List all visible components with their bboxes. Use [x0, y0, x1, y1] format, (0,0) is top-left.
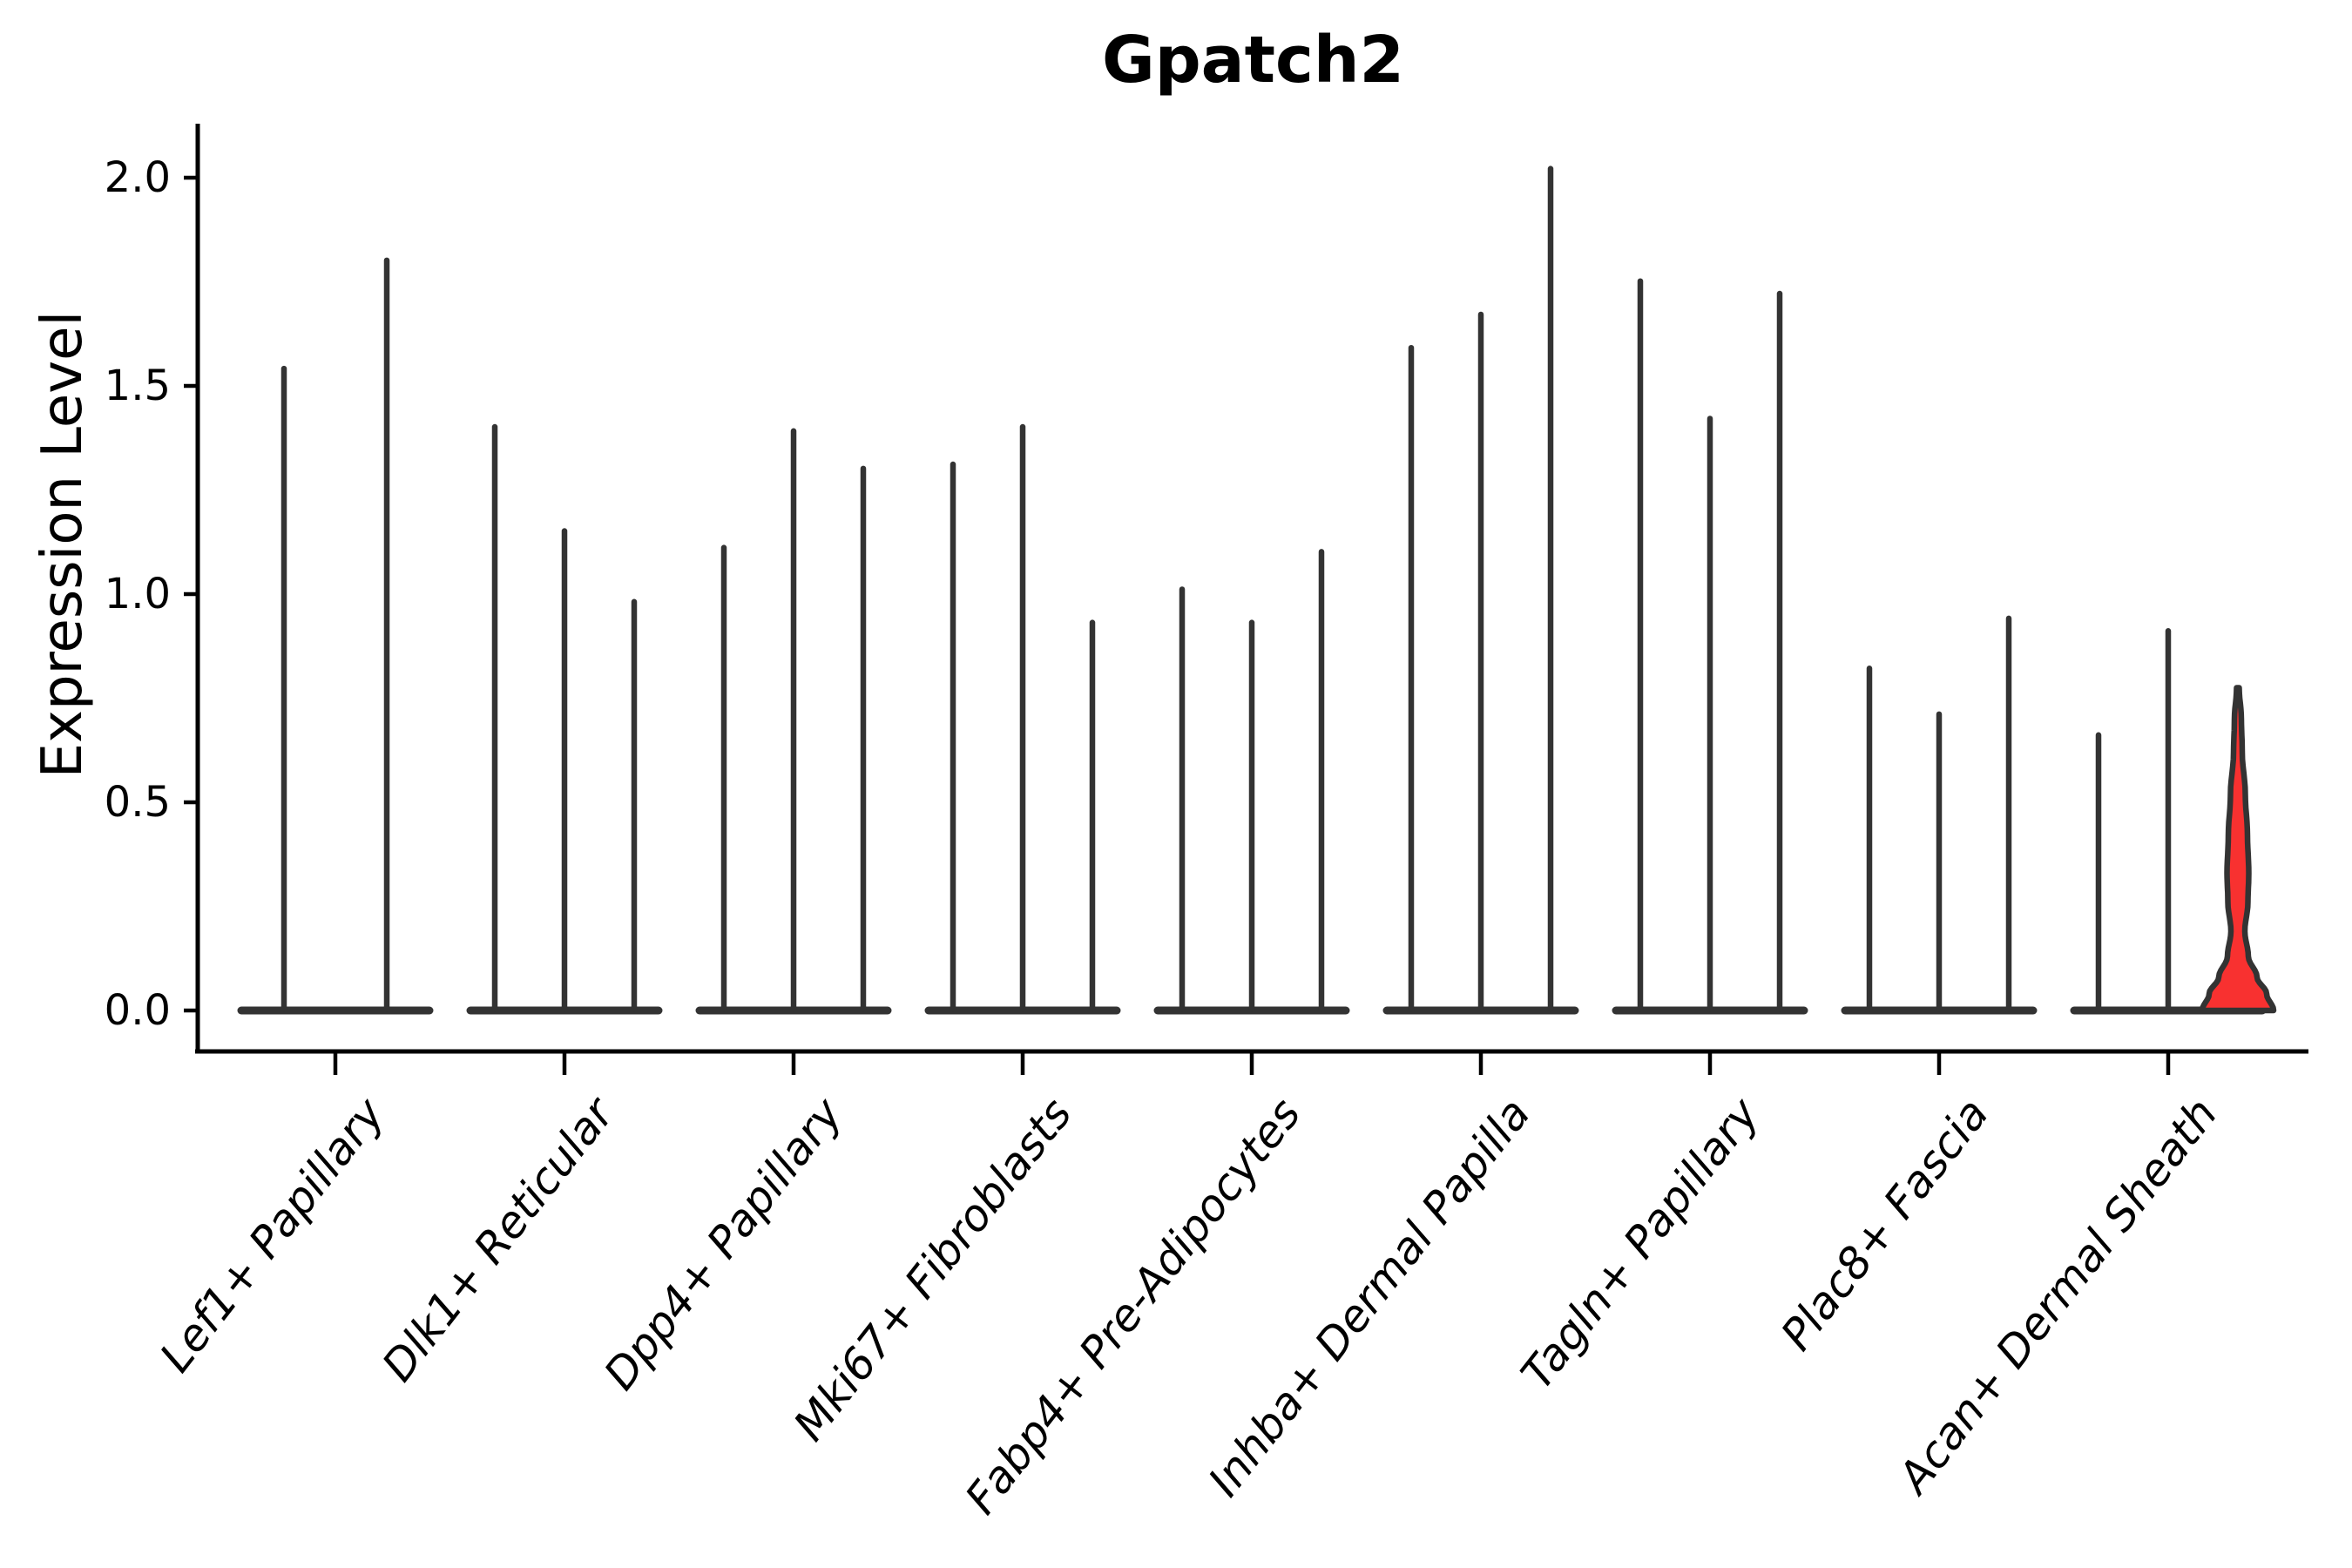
y-tick-label: 1.0: [104, 570, 171, 618]
chart-title: Gpatch2: [1101, 23, 1405, 98]
y-tick-label: 2.0: [104, 153, 171, 202]
y-tick-label: 0.0: [104, 986, 171, 1035]
y-axis-label: Expression Level: [30, 310, 95, 779]
y-tick-label: 0.5: [104, 778, 171, 827]
highlighted-violin: [2199, 685, 2277, 1014]
y-tick-label: 1.5: [104, 362, 171, 410]
